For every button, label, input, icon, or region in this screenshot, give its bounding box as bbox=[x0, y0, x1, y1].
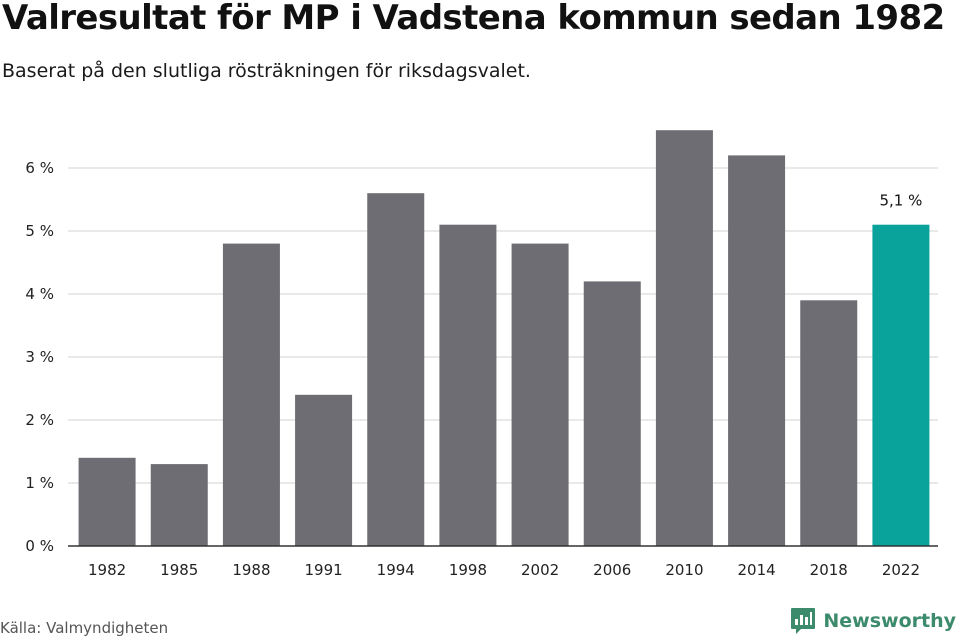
source-note: Källa: Valmyndigheten bbox=[0, 619, 169, 637]
y-tick-label: 4 % bbox=[25, 285, 54, 303]
x-tick-label: 1988 bbox=[232, 561, 270, 579]
x-tick-label: 2018 bbox=[810, 561, 848, 579]
x-tick-label: 2010 bbox=[665, 561, 703, 579]
x-tick-label: 1982 bbox=[88, 561, 126, 579]
bar-2022 bbox=[872, 224, 930, 546]
bar-1998 bbox=[439, 224, 497, 546]
y-tick-label: 3 % bbox=[25, 348, 54, 366]
brand-name: Newsworthy bbox=[823, 610, 956, 632]
bar-1991 bbox=[295, 394, 353, 546]
bar-2002 bbox=[511, 243, 569, 546]
bar-2014 bbox=[728, 155, 786, 546]
x-tick-label: 2002 bbox=[521, 561, 559, 579]
bar-1988 bbox=[222, 243, 280, 546]
y-tick-label: 5 % bbox=[25, 222, 54, 240]
newsworthy-icon bbox=[791, 608, 816, 634]
x-tick-label: 1998 bbox=[449, 561, 487, 579]
y-tick-label: 6 % bbox=[25, 159, 54, 177]
brand-logo: Newsworthy bbox=[790, 607, 956, 635]
bar-1985 bbox=[150, 464, 208, 546]
x-tick-label: 2022 bbox=[882, 561, 920, 579]
bar-2018 bbox=[800, 300, 858, 546]
y-tick-label: 1 % bbox=[25, 474, 54, 492]
bar-2010 bbox=[655, 130, 713, 546]
chart-title: Valresultat för MP i Vadstena kommun sed… bbox=[2, 0, 945, 38]
bar-1994 bbox=[367, 193, 425, 546]
x-tick-label: 1991 bbox=[304, 561, 342, 579]
x-tick-label: 1994 bbox=[377, 561, 415, 579]
y-tick-label: 2 % bbox=[25, 411, 54, 429]
data-label: 5,1 % bbox=[879, 192, 922, 210]
bar-2006 bbox=[583, 281, 641, 546]
bar-1982 bbox=[78, 457, 136, 546]
x-tick-label: 1985 bbox=[160, 561, 198, 579]
y-tick-label: 0 % bbox=[25, 537, 54, 555]
chart-subtitle: Baserat på den slutliga rösträkningen fö… bbox=[2, 60, 531, 82]
x-tick-label: 2006 bbox=[593, 561, 631, 579]
x-tick-label: 2014 bbox=[737, 561, 775, 579]
